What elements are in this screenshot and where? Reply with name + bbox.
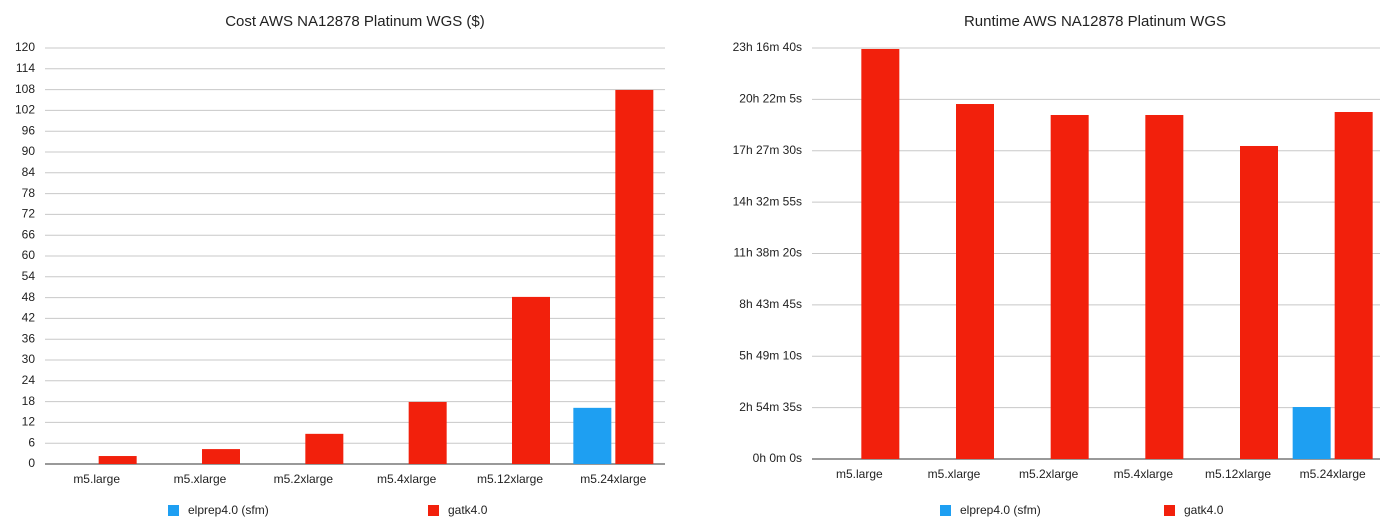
legend-swatch bbox=[940, 505, 951, 516]
x-tick-label: m5.12xlarge bbox=[477, 472, 543, 486]
y-tick-label: 6 bbox=[28, 435, 35, 449]
y-tick-label: 20h 22m 5s bbox=[739, 92, 802, 106]
bar bbox=[1240, 145, 1278, 459]
y-tick-label: 36 bbox=[22, 331, 36, 345]
y-tick-label: 2h 54m 35s bbox=[739, 400, 802, 414]
y-tick-label: 66 bbox=[22, 227, 36, 241]
y-tick-label: 96 bbox=[22, 123, 36, 137]
x-tick-label: m5.large bbox=[73, 472, 120, 486]
y-tick-label: 14h 32m 55s bbox=[733, 194, 802, 208]
x-tick-label: m5.24xlarge bbox=[1300, 467, 1366, 481]
y-tick-label: 48 bbox=[22, 290, 36, 304]
y-tick-label: 102 bbox=[15, 103, 35, 117]
legend-label: gatk4.0 bbox=[1184, 503, 1224, 517]
chart-title: Cost AWS NA12878 Platinum WGS ($) bbox=[225, 13, 485, 30]
x-tick-label: m5.xlarge bbox=[928, 467, 981, 481]
x-tick-label: m5.2xlarge bbox=[274, 472, 334, 486]
legend-label: gatk4.0 bbox=[448, 503, 488, 517]
y-tick-label: 18 bbox=[22, 394, 36, 408]
x-tick-label: m5.12xlarge bbox=[1205, 467, 1271, 481]
y-tick-label: 78 bbox=[22, 186, 36, 200]
bar bbox=[1050, 114, 1089, 459]
bar bbox=[861, 48, 900, 460]
chart-title: Runtime AWS NA12878 Platinum WGS bbox=[964, 13, 1226, 30]
y-tick-label: 0h 0m 0s bbox=[753, 451, 802, 465]
y-tick-label: 17h 27m 30s bbox=[733, 143, 802, 157]
x-tick-label: m5.2xlarge bbox=[1019, 467, 1079, 481]
y-tick-label: 24 bbox=[22, 373, 36, 387]
y-tick-label: 12 bbox=[22, 415, 36, 429]
legend-swatch bbox=[168, 505, 179, 516]
y-tick-label: 108 bbox=[15, 82, 35, 96]
y-tick-label: 0 bbox=[28, 456, 35, 470]
y-tick-label: 42 bbox=[22, 311, 36, 325]
y-tick-label: 11h 38m 20s bbox=[734, 246, 803, 260]
y-tick-label: 54 bbox=[22, 269, 36, 283]
y-tick-label: 30 bbox=[22, 352, 36, 366]
bar bbox=[1292, 407, 1331, 459]
bar bbox=[573, 407, 612, 464]
y-tick-label: 5h 49m 10s bbox=[739, 348, 802, 362]
x-tick-label: m5.large bbox=[836, 467, 883, 481]
bar bbox=[1145, 114, 1184, 459]
bar bbox=[615, 89, 654, 465]
y-tick-label: 84 bbox=[22, 165, 36, 179]
bar bbox=[512, 296, 550, 464]
bar bbox=[202, 449, 240, 464]
y-tick-label: 8h 43m 45s bbox=[739, 297, 802, 311]
y-tick-label: 60 bbox=[22, 248, 36, 262]
x-tick-label: m5.4xlarge bbox=[377, 472, 437, 486]
y-tick-label: 72 bbox=[22, 207, 36, 221]
bar bbox=[305, 433, 344, 464]
legend-label: elprep4.0 (sfm) bbox=[960, 503, 1041, 517]
y-tick-label: 120 bbox=[15, 40, 35, 54]
x-tick-label: m5.xlarge bbox=[174, 472, 227, 486]
bar bbox=[98, 456, 137, 464]
y-tick-label: 114 bbox=[16, 61, 35, 75]
x-tick-label: m5.4xlarge bbox=[1114, 467, 1174, 481]
legend-swatch bbox=[428, 505, 439, 516]
legend-label: elprep4.0 (sfm) bbox=[188, 503, 269, 517]
y-tick-label: 23h 16m 40s bbox=[733, 40, 802, 54]
legend-swatch bbox=[1164, 505, 1175, 516]
x-tick-label: m5.24xlarge bbox=[580, 472, 646, 486]
bar bbox=[956, 104, 994, 459]
y-tick-label: 90 bbox=[22, 144, 36, 158]
bar bbox=[408, 401, 447, 464]
bar bbox=[1334, 112, 1373, 459]
